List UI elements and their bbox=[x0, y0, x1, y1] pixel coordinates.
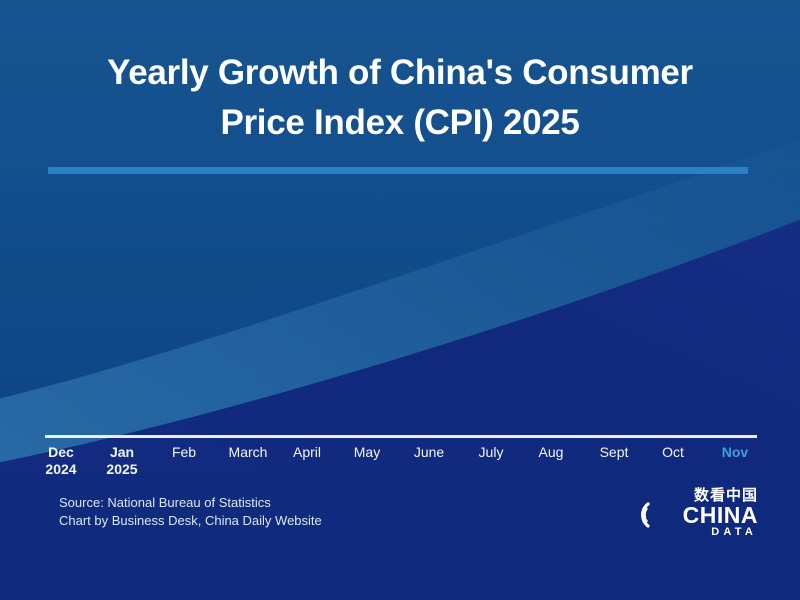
tick-label-year: 2024 bbox=[45, 461, 77, 477]
tick-label-main: Jan bbox=[109, 444, 135, 460]
title-line-2: Price Index (CPI) 2025 bbox=[220, 103, 580, 142]
axis-baseline bbox=[45, 435, 757, 438]
x-axis-tick-labels: Dec 2024 Jan 2025 Feb March April May June July Au… bbox=[30, 444, 770, 480]
tick-label-main: Feb bbox=[171, 444, 197, 460]
tick-label-main: May bbox=[353, 444, 381, 460]
navy-floor-shape bbox=[0, 470, 800, 600]
credits-block: Source: National Bureau of Statistics Ch… bbox=[59, 494, 322, 530]
x-axis-tick-feb: Feb bbox=[172, 444, 196, 461]
x-axis-tick-nov: Nov bbox=[722, 444, 748, 461]
x-axis-tick-july: July bbox=[479, 444, 504, 461]
tick-label-main: Oct bbox=[662, 444, 684, 460]
x-axis-tick-march: March bbox=[229, 444, 268, 461]
x-axis-tick-may: May bbox=[354, 444, 380, 461]
x-axis-tick-april: April bbox=[293, 444, 321, 461]
tick-label-main: Aug bbox=[538, 444, 564, 460]
tick-label-main: April bbox=[292, 444, 322, 460]
x-axis-tick-oct: Oct bbox=[662, 444, 684, 461]
logo-name-text: CHINA bbox=[682, 502, 758, 528]
title-line-1: Yearly Growth of China's Consumer bbox=[107, 53, 693, 92]
x-axis-tick-june: June bbox=[414, 444, 444, 461]
tick-label-main: July bbox=[478, 444, 504, 460]
tick-label-main: Dec bbox=[48, 444, 74, 460]
chart-by-text: Chart by Business Desk, China Daily Webs… bbox=[59, 513, 322, 528]
x-axis-tick-jan: Jan 2025 bbox=[106, 444, 137, 478]
x-axis-tick-dec: Dec 2024 bbox=[45, 444, 76, 478]
tick-label-year: 2025 bbox=[106, 461, 138, 477]
signal-arcs-icon bbox=[641, 502, 650, 528]
tick-label-main: June bbox=[413, 444, 445, 460]
x-axis-tick-aug: Aug bbox=[539, 444, 564, 461]
tick-label-main: Sept bbox=[599, 444, 629, 460]
logo-sub-text: DATA bbox=[711, 526, 757, 538]
logo-chinese-text: 数看中国 bbox=[693, 486, 758, 504]
tick-label-main: Nov bbox=[721, 444, 749, 460]
tick-label-main: March bbox=[228, 444, 268, 460]
china-data-logo: 数看中国 CHINA DATA bbox=[626, 487, 758, 539]
page-title: Yearly Growth of China's Consumer Price … bbox=[0, 48, 800, 148]
source-text: Source: National Bureau of Statistics bbox=[59, 495, 271, 510]
title-accent-bar bbox=[48, 167, 748, 174]
x-axis-tick-sept: Sept bbox=[600, 444, 629, 461]
